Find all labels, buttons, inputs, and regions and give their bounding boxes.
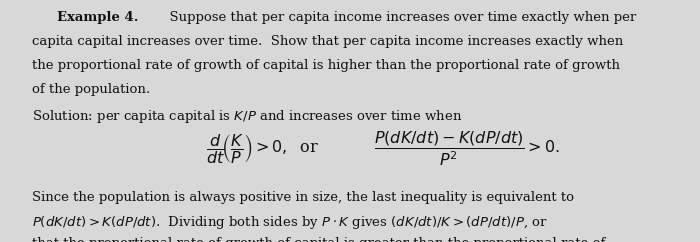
Text: that the proportional rate of growth of capital is greater than the proportional: that the proportional rate of growth of … <box>32 237 605 242</box>
Text: $\dfrac{P(dK/dt) - K(dP/dt)}{P^2} > 0.$: $\dfrac{P(dK/dt) - K(dP/dt)}{P^2} > 0.$ <box>374 129 561 168</box>
Text: of the population.: of the population. <box>32 83 150 97</box>
Text: Example 4.: Example 4. <box>57 11 139 24</box>
Text: Solution: per capita capital is $K/P$ and increases over time when: Solution: per capita capital is $K/P$ an… <box>32 108 462 125</box>
Text: the proportional rate of growth of capital is higher than the proportional rate : the proportional rate of growth of capit… <box>32 59 620 72</box>
Text: $\dfrac{d}{dt}\!\left(\dfrac{K}{P}\right) > 0,\;$ or: $\dfrac{d}{dt}\!\left(\dfrac{K}{P}\right… <box>206 132 319 165</box>
Text: Suppose that per capita income increases over time exactly when per: Suppose that per capita income increases… <box>161 11 636 24</box>
Text: capita capital increases over time.  Show that per capita income increases exact: capita capital increases over time. Show… <box>32 35 623 48</box>
Text: Since the population is always positive in size, the last inequality is equivale: Since the population is always positive … <box>32 191 573 204</box>
Text: $P(dK/dt) > K(dP/dt)$.  Dividing both sides by $P \cdot K$ gives $(dK/dt)/K > (d: $P(dK/dt) > K(dP/dt)$. Dividing both sid… <box>32 214 547 231</box>
